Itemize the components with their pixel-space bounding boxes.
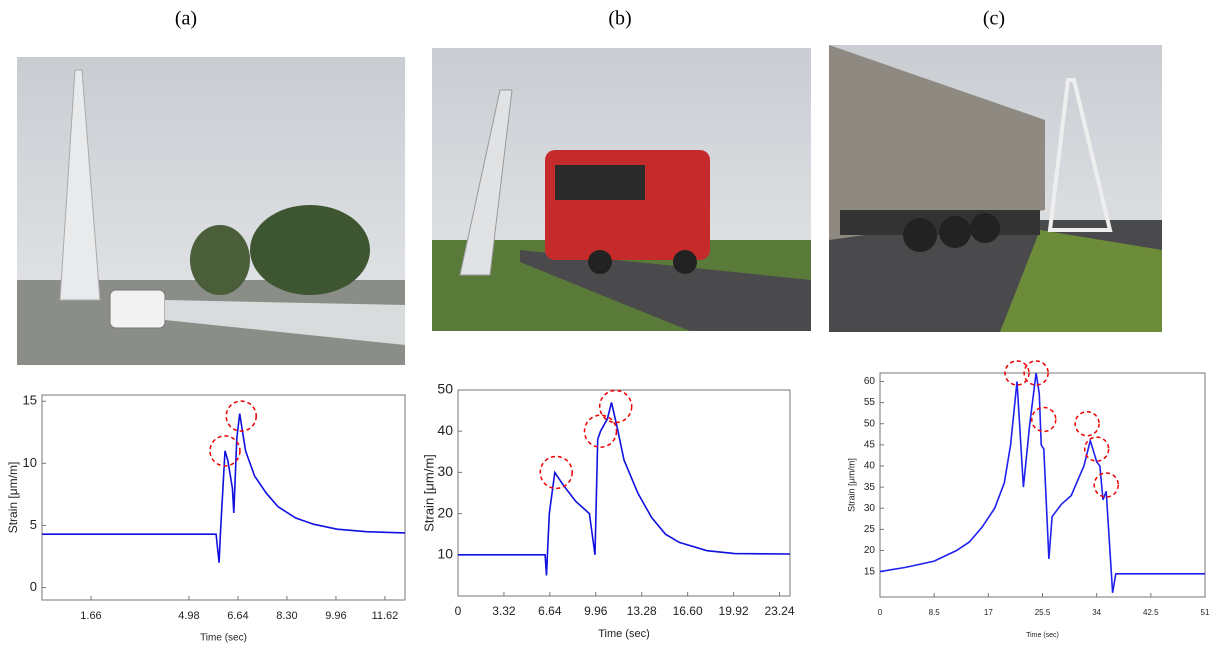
y-tick-label: 25 xyxy=(864,524,876,535)
photo xyxy=(17,57,405,365)
x-tick-label: 34 xyxy=(1092,608,1101,617)
y-tick-label: 0 xyxy=(30,579,37,594)
y-tick-label: 60 xyxy=(864,376,876,387)
x-tick-label: 25.5 xyxy=(1035,608,1051,617)
y-axis-label: Strain [μm/m] xyxy=(421,454,436,532)
x-tick-label: 23.24 xyxy=(764,604,794,618)
y-tick-label: 10 xyxy=(23,455,37,470)
x-tick-label: 0 xyxy=(878,608,883,617)
x-axis-label: Time (sec) xyxy=(200,633,247,644)
x-axis-label: Time (sec) xyxy=(598,628,650,640)
panel-label: (b) xyxy=(608,8,631,30)
y-tick-label: 35 xyxy=(864,482,876,493)
y-tick-label: 20 xyxy=(437,504,453,520)
figure: (a) (b) (c) 1.664.986.648.309.9611.62051… xyxy=(0,0,1216,653)
y-tick-label: 50 xyxy=(437,381,453,397)
y-tick-label: 30 xyxy=(864,503,876,514)
x-axis-label: Time (sec) xyxy=(1026,632,1059,639)
x-tick-label: 6.64 xyxy=(227,610,248,622)
panel-label: (a) xyxy=(175,8,197,30)
y-tick-label: 15 xyxy=(23,393,37,408)
y-tick-label: 30 xyxy=(437,463,453,479)
y-tick-label: 40 xyxy=(437,422,453,438)
x-tick-label: 0 xyxy=(455,604,462,618)
x-tick-label: 9.96 xyxy=(325,610,346,622)
photo xyxy=(829,45,1162,332)
y-axis-label: Strain [μm/m] xyxy=(846,458,856,512)
y-axis-label: Strain [μm/m] xyxy=(6,462,20,534)
plot-frame xyxy=(880,373,1205,597)
x-tick-label: 3.32 xyxy=(492,604,516,618)
x-tick-label: 42.5 xyxy=(1143,608,1159,617)
panel-label: (c) xyxy=(983,8,1005,30)
x-tick-label: 1.66 xyxy=(80,610,101,622)
x-tick-label: 19.92 xyxy=(719,604,749,618)
y-tick-label: 50 xyxy=(864,418,876,429)
photo xyxy=(432,48,811,331)
x-tick-label: 9.96 xyxy=(584,604,608,618)
y-tick-label: 55 xyxy=(864,397,876,408)
x-tick-label: 13.28 xyxy=(627,604,657,618)
x-tick-label: 8.30 xyxy=(276,610,297,622)
x-tick-label: 17 xyxy=(984,608,993,617)
x-tick-label: 51 xyxy=(1201,608,1210,617)
x-tick-label: 4.98 xyxy=(178,610,199,622)
y-tick-label: 15 xyxy=(864,566,876,577)
x-tick-label: 11.62 xyxy=(372,610,399,622)
x-tick-label: 6.64 xyxy=(538,604,562,618)
y-tick-label: 10 xyxy=(437,546,453,562)
y-tick-label: 5 xyxy=(30,517,37,532)
plot-frame xyxy=(42,395,405,600)
y-tick-label: 40 xyxy=(864,461,876,472)
x-tick-label: 8.5 xyxy=(929,608,941,617)
y-tick-label: 20 xyxy=(864,545,876,556)
x-tick-label: 16.60 xyxy=(673,604,703,618)
y-tick-label: 45 xyxy=(864,439,876,450)
